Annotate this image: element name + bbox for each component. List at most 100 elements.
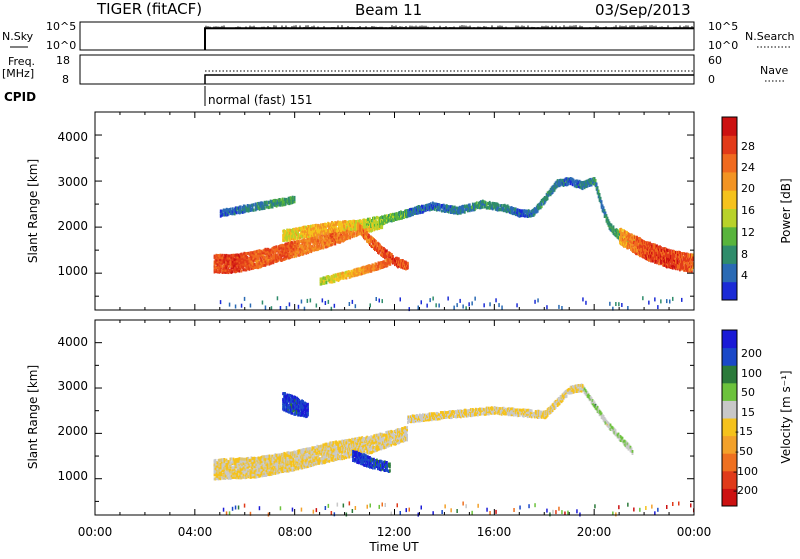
speckle-cell — [352, 300, 354, 304]
colorbar-segment — [722, 117, 737, 136]
speckle-cell — [400, 297, 402, 301]
range-cell — [353, 232, 355, 235]
nsearch-right-tick-top: 10^5 — [708, 20, 738, 33]
nave-right-tick-top: 60 — [708, 54, 722, 67]
nsearch-label: N.Search — [745, 30, 795, 43]
speckle-cell — [432, 297, 434, 301]
speckle-cell — [558, 305, 560, 309]
range-cell — [241, 270, 243, 273]
nave-right-tick-bottom: 0 — [708, 73, 715, 86]
cpid-label: CPID — [4, 90, 36, 104]
beam-label: Beam 11 — [355, 1, 422, 19]
radar-name: TIGER — [96, 0, 142, 18]
power-cbar-tick-24: 24 — [741, 161, 755, 174]
nsky-strip: N.Sky 10^5 10^0 10^5 10^0 N.Search — [2, 20, 795, 52]
speckle-cell — [672, 297, 674, 301]
power-ylabel: Slant Range [km] — [26, 159, 40, 263]
range-cell — [606, 214, 608, 217]
range-cell — [598, 190, 600, 193]
range-cell — [541, 202, 543, 205]
range-cell — [398, 257, 400, 260]
speckle-cell — [277, 296, 279, 300]
speckle-cell — [328, 300, 330, 304]
range-cell — [660, 246, 662, 249]
fit-method: (fitACF) — [146, 0, 202, 18]
range-cell — [264, 207, 266, 210]
speckle-cell — [456, 303, 458, 307]
power-cbar-tick-12: 12 — [741, 226, 755, 239]
power-cbar-tick-20: 20 — [741, 182, 755, 195]
range-cell — [253, 209, 255, 212]
speckle-cell — [349, 302, 351, 306]
speckle-cell — [657, 305, 659, 309]
freq-label-line2: [MHz] — [2, 67, 34, 80]
range-cell — [326, 281, 328, 284]
colorbar-segment — [722, 190, 737, 209]
power-cbar-tick-4: 4 — [741, 269, 748, 282]
speckle-cell — [244, 297, 246, 301]
speckle-cell — [220, 300, 222, 304]
nsky-left-tick-bottom: 10^0 — [46, 39, 76, 52]
range-cell — [613, 225, 615, 228]
range-cell — [631, 234, 633, 237]
range-cell — [361, 226, 363, 229]
speckle-cell — [642, 296, 644, 300]
power-cbar-label: Power [dB] — [779, 178, 793, 243]
speckle-cell — [316, 304, 318, 308]
range-cell — [407, 266, 409, 269]
range-cell — [236, 211, 238, 214]
nsky-left-tick-top: 10^5 — [46, 20, 76, 33]
range-cell — [657, 260, 659, 263]
colorbar-segment — [722, 209, 737, 228]
speckle-cell — [447, 297, 449, 301]
speckle-cell — [681, 298, 683, 302]
speckle-cell — [618, 302, 620, 306]
range-cell — [482, 205, 484, 208]
colorbar-segment — [722, 227, 737, 246]
speckle-cell — [310, 298, 312, 302]
speckle-cell — [561, 306, 563, 310]
range-cell — [375, 240, 377, 243]
speckle-cell — [250, 304, 252, 308]
range-cell — [249, 268, 251, 271]
speckle-cell — [286, 306, 288, 310]
range-cell — [600, 197, 602, 200]
power-cbar-tick-8: 8 — [741, 248, 748, 261]
range-cell — [611, 224, 613, 227]
range-cell — [621, 229, 623, 232]
power-ytick-4000: 4000 — [57, 130, 88, 144]
speckle-cell — [585, 301, 587, 305]
speckle-cell — [379, 299, 381, 303]
range-cell — [294, 196, 296, 199]
range-cell — [335, 226, 337, 229]
cpid-text: normal (fast) 151 — [208, 93, 312, 107]
speckle-cell — [298, 305, 300, 309]
speckle-cell — [666, 299, 668, 303]
speckle-cell — [627, 306, 629, 310]
range-cell — [371, 229, 373, 232]
colorbar-segment — [722, 245, 737, 264]
speckle-cell — [435, 303, 437, 307]
colorbar-segment — [722, 154, 737, 173]
speckle-cell — [654, 297, 656, 301]
speckle-cell — [229, 303, 231, 307]
range-cell — [386, 249, 388, 252]
speckle-cell — [235, 305, 237, 309]
speckle-cell — [280, 306, 282, 310]
range-cell — [603, 206, 605, 209]
nsky-label: N.Sky — [2, 30, 34, 43]
range-cell — [364, 230, 366, 233]
speckle-cell — [322, 298, 324, 302]
freq-strip: Freq. [MHz] 18 8 60 0 Nave — [2, 54, 788, 86]
speckle-cell — [438, 304, 440, 308]
range-cell — [303, 448, 305, 451]
speckle-cell — [376, 297, 378, 301]
speckle-cell — [483, 303, 485, 307]
nave-label: Nave — [760, 64, 788, 77]
speckle-cell — [382, 299, 384, 303]
speckle-cell — [459, 299, 461, 303]
speckle-cell — [370, 303, 372, 307]
range-cell — [601, 200, 603, 203]
power-panel: Slant Range [km] 4000 3000 2000 1000 28 … — [26, 112, 793, 311]
range-cell — [334, 280, 336, 283]
